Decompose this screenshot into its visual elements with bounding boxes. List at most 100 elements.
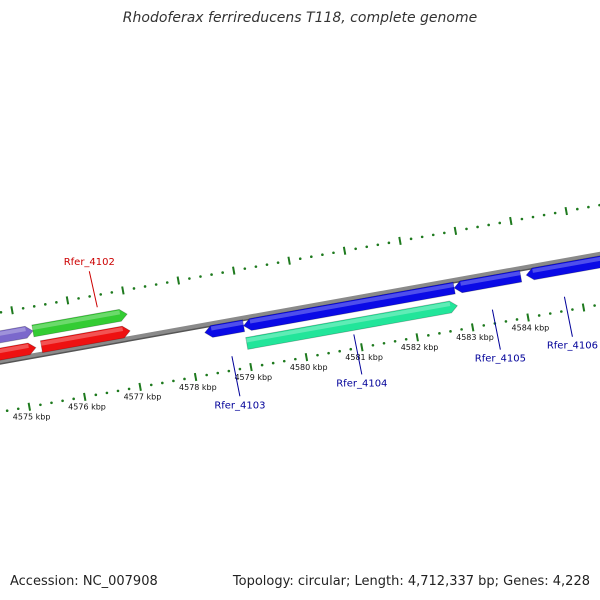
gene-leader-line <box>231 356 241 397</box>
gene-feature <box>453 269 523 294</box>
gene-label: Rfer_4104 <box>336 378 387 389</box>
tick-minor <box>165 281 169 284</box>
tick-major <box>360 343 364 352</box>
tick-minor <box>498 221 502 225</box>
tick-minor <box>127 387 131 391</box>
tick-major <box>564 206 568 216</box>
tick-major <box>65 296 70 305</box>
tick-minor <box>132 287 136 290</box>
gene-label: Rfer_4102 <box>64 257 115 268</box>
tick-label: 4575 kbp <box>13 413 51 422</box>
gene-feature <box>242 281 456 331</box>
tick-minor <box>531 215 535 219</box>
tick-minor <box>420 235 424 239</box>
tick-minor <box>487 223 490 227</box>
tick-minor <box>61 399 64 403</box>
tick-major <box>232 266 236 275</box>
tick-label: 4577 kbp <box>124 393 162 402</box>
tick-major <box>121 286 125 295</box>
tick-minor <box>537 314 541 317</box>
tick-minor <box>72 397 75 401</box>
tick-minor <box>50 401 53 405</box>
tick-minor <box>316 353 319 357</box>
tick-minor <box>460 328 463 331</box>
tick-minor <box>376 243 380 247</box>
gene-feature <box>245 300 458 350</box>
tick-minor <box>443 231 446 235</box>
tick-major <box>83 392 87 401</box>
tick-major <box>509 216 513 226</box>
tick-minor <box>571 308 574 311</box>
tick-major <box>453 226 458 236</box>
tick-major <box>287 256 291 265</box>
tick-minor <box>99 293 103 296</box>
tick-minor <box>560 310 563 313</box>
tick-minor <box>16 407 20 411</box>
tick-minor <box>482 324 486 327</box>
tick-minor <box>32 305 36 308</box>
tick-minor <box>404 337 408 341</box>
tick-minor <box>265 263 269 266</box>
gene-feature <box>39 325 131 354</box>
tick-minor <box>387 241 391 245</box>
tick-major <box>249 362 253 372</box>
tick-minor <box>210 273 213 276</box>
tick-minor <box>183 377 186 381</box>
tick-major <box>193 372 198 382</box>
tick-minor <box>282 359 286 363</box>
gene-leader-line <box>563 296 573 337</box>
tick-minor <box>431 233 435 237</box>
tick-label: 4579 kbp <box>234 373 272 382</box>
tick-label: 4576 kbp <box>68 403 106 412</box>
tick-major <box>138 382 142 392</box>
accession-text: Accession: NC_007908 <box>10 574 158 589</box>
tick-major <box>526 313 530 322</box>
gene-feature <box>31 308 128 338</box>
tick-minor <box>39 403 42 407</box>
tick-minor <box>55 301 58 304</box>
tick-minor <box>238 367 242 371</box>
page-title: Rhodoferax ferrireducens T118, complete … <box>122 10 478 26</box>
gene-feature <box>0 342 37 361</box>
tick-major <box>398 236 402 245</box>
tick-major <box>304 353 309 362</box>
tick-minor <box>199 275 202 278</box>
tick-minor <box>515 318 519 321</box>
tick-minor <box>254 265 258 268</box>
gene-label: Rfer_4106 <box>547 341 598 352</box>
tick-minor <box>298 257 302 260</box>
tick-major <box>176 276 181 285</box>
backbone-line <box>0 251 600 364</box>
tick-minor <box>116 389 120 393</box>
tick-minor <box>21 307 25 310</box>
tick-label: 4580 kbp <box>290 363 328 372</box>
tick-minor <box>354 247 357 251</box>
tick-minor <box>154 283 158 286</box>
tick-minor <box>44 303 47 306</box>
tick-major <box>342 246 347 255</box>
tick-minor <box>5 409 9 413</box>
tick-minor <box>149 383 153 387</box>
gene-label: Rfer_4103 <box>214 400 265 411</box>
tick-minor <box>393 339 397 343</box>
tick-minor <box>409 237 413 241</box>
tick-minor <box>332 251 335 255</box>
gene-leader-line <box>353 334 363 375</box>
gene-label: Rfer_4105 <box>475 354 526 365</box>
tick-major <box>581 303 586 312</box>
tick-minor <box>110 291 114 294</box>
tick-minor <box>576 207 579 211</box>
tick-minor <box>553 211 557 215</box>
tick-label: 4583 kbp <box>456 333 494 342</box>
tick-minor <box>321 253 324 257</box>
tick-minor <box>371 343 375 347</box>
tick-minor <box>221 271 224 274</box>
tick-minor <box>542 213 546 217</box>
tick-minor <box>349 347 353 351</box>
tick-minor <box>271 361 275 365</box>
gene-leader-line <box>491 309 501 350</box>
tick-minor <box>77 297 80 300</box>
tick-minor <box>243 267 247 270</box>
tick-minor <box>227 369 231 373</box>
tick-minor <box>327 351 330 355</box>
